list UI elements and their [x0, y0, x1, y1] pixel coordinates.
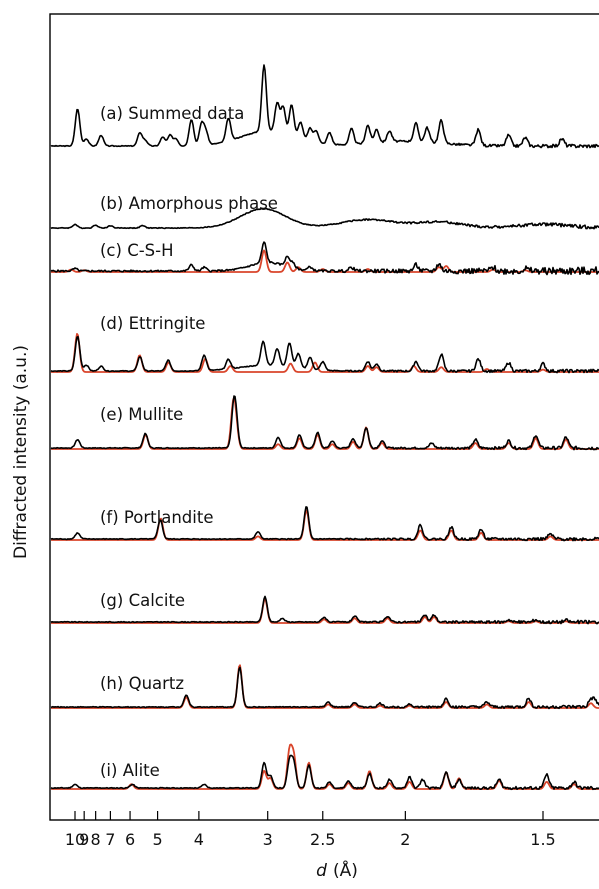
- x-tick-label-7: 7: [105, 830, 115, 849]
- y-axis-title: Diffracted intensity (a.u.): [11, 345, 31, 559]
- panel-label-5: (e) Mullite: [100, 405, 183, 424]
- panel-label-3: (c) C-S-H: [100, 241, 174, 260]
- x-axis-var: d: [316, 861, 327, 881]
- observed-trace-3: [50, 241, 599, 276]
- observed-trace-6: [50, 506, 599, 542]
- panel-labels-group: (a) Summed data (b) Amorphous phase (c) C-…: [100, 104, 278, 780]
- observed-trace-4: [50, 336, 599, 374]
- calculated-trace-8: [51, 664, 599, 709]
- x-tick-label-2: 2: [400, 830, 410, 849]
- traces-group: [50, 64, 599, 791]
- x-tick-label-4: 4: [194, 830, 204, 849]
- panel-label-9: (i) Alite: [100, 761, 160, 780]
- observed-trace-7: [50, 595, 599, 625]
- panel-label-2: (b) Amorphous phase: [100, 194, 278, 213]
- x-tick-label-10: 10: [65, 830, 85, 849]
- x-axis-unit: (Å): [333, 859, 358, 881]
- observed-trace-8: [50, 666, 599, 710]
- plot-frame: [49, 13, 599, 821]
- observed-trace-9: [50, 754, 599, 791]
- x-axis-title: d (Å): [316, 859, 358, 881]
- x-tick-label-5: 5: [152, 830, 162, 849]
- x-tick-label-3: 3: [263, 830, 273, 849]
- x-ticks-group: 109 8 7 6 5 4 3 2.5 2 1.5: [65, 811, 556, 849]
- x-tick-label-2.5: 2.5: [310, 830, 335, 849]
- panel-label-8: (h) Quartz: [100, 674, 184, 693]
- observed-trace-5: [50, 395, 599, 451]
- panel-label-4: (d) Ettringite: [100, 314, 205, 333]
- observed-trace-1: [50, 64, 599, 149]
- x-tick-label-6: 6: [125, 830, 135, 849]
- panel-label-1: (a) Summed data: [100, 104, 244, 123]
- observed-trace-2: [50, 207, 599, 230]
- panel-label-6: (f) Portlandite: [100, 508, 213, 527]
- x-tick-label-9: 9: [79, 830, 89, 849]
- calculated-trace-9: [51, 743, 599, 790]
- x-tick-label-8: 8: [91, 830, 101, 849]
- x-tick-label-1.5: 1.5: [530, 830, 555, 849]
- panel-label-7: (g) Calcite: [100, 591, 185, 610]
